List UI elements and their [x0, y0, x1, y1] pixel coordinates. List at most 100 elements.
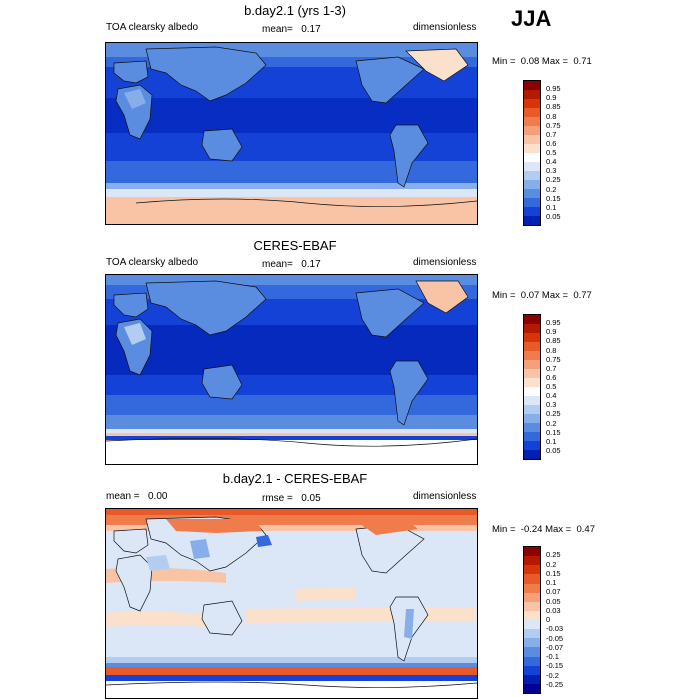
colorbar-swatch	[524, 180, 540, 189]
mean-value: 0.17	[301, 259, 321, 270]
colorbar-tick-label: 0.85	[546, 102, 561, 112]
colorbar-swatch	[524, 342, 540, 351]
colorbar-tick-label: 0.8	[546, 345, 557, 355]
colorbar-swatch	[524, 610, 540, 620]
colorbar-tick-label: 0.6	[546, 372, 557, 382]
colorbar-tick-label: -0.15	[546, 661, 564, 671]
colorbar-swatch	[524, 162, 540, 171]
panel-title: b.day2.1 (yrs 1-3)	[244, 3, 346, 18]
colorbar-swatch	[524, 117, 540, 126]
colorbar-swatch	[524, 629, 540, 639]
mean-value: 0.00	[147, 491, 168, 502]
colorbar-swatch	[524, 396, 540, 405]
colorbar-tick-label: 0.07	[546, 587, 561, 597]
colorbar-swatch	[524, 638, 540, 648]
colorbar-tick-label: 0.2	[546, 184, 557, 194]
colorbar-swatch	[524, 144, 540, 153]
rmse-value: 0.05	[301, 493, 321, 504]
colorbar-swatch	[524, 583, 540, 593]
units-label: dimensionless	[413, 257, 477, 268]
colorbar-tick-label: 0.03	[546, 605, 561, 615]
colorbar-tick-label: 0.1	[546, 578, 557, 587]
colorbar-tick-label: 0.95	[546, 84, 561, 94]
variable-label: TOA clearsky albedo	[106, 257, 199, 268]
colorbar-tick-label: -0.25	[546, 679, 564, 689]
colorbar-tick-label: 0.1	[546, 436, 557, 446]
colorbar-swatch	[524, 360, 540, 369]
colorbar-swatch	[524, 683, 540, 693]
colorbar-swatch	[524, 387, 540, 396]
colorbar-tick-label: -0.03	[546, 624, 564, 634]
colorbar-tick-label: 0.75	[546, 120, 561, 130]
colorbar-swatch	[524, 592, 540, 602]
colorbar-swatch	[524, 656, 540, 666]
min-value: -0.24	[520, 524, 543, 535]
colorbar-tick-label: 0.2	[546, 559, 557, 569]
colorbar-swatch	[524, 189, 540, 198]
season-label: JJA	[511, 6, 552, 31]
mean-label: mean = 0.00	[106, 491, 168, 502]
colorbar-swatch	[524, 315, 540, 324]
colorbar-tick-label: 0.05	[546, 596, 561, 606]
colorbar-tick-label: -0.1	[546, 652, 559, 661]
colorbar-tick-label: 0.5	[546, 148, 557, 157]
colorbar-swatch	[524, 171, 540, 180]
albedo-map	[105, 274, 478, 465]
min-value: 0.08	[520, 56, 540, 67]
colorbar-swatch	[524, 216, 540, 225]
colorbar-swatch	[524, 81, 540, 90]
max-value: 0.47	[576, 524, 596, 535]
colorbar-swatch	[524, 333, 540, 342]
colorbar-swatch	[524, 565, 540, 575]
colorbar-swatch	[524, 601, 540, 611]
colorbar-swatch	[524, 324, 540, 333]
colorbar-tick-label: 0.4	[546, 391, 557, 401]
min-max-label: Min = 0.07 Max = 0.77	[492, 290, 592, 301]
colorbar-swatch	[524, 450, 540, 459]
colorbar-tick-label: 0.15	[546, 427, 561, 437]
min-max-label: Min = 0.08 Max = 0.71	[492, 56, 592, 67]
colorbar-swatch	[524, 135, 540, 144]
colorbar-tick-label: -0.07	[546, 642, 564, 652]
colorbar-tick-label: 0.3	[546, 166, 557, 176]
colorbar-tick-label: 0.75	[546, 354, 561, 364]
colorbar-tick-label: 0.05	[546, 445, 561, 455]
max-value: 0.71	[573, 56, 592, 67]
colorbar-tick-label: 0.9	[546, 327, 557, 337]
colorbar-swatch	[524, 665, 540, 675]
colorbar-tick-label: 0.95	[546, 318, 561, 328]
colorbar-tick-label: 0.9	[546, 93, 557, 103]
colorbar	[523, 546, 541, 694]
rmse-label: rmse = 0.05	[262, 493, 321, 504]
colorbar-swatch	[524, 556, 540, 566]
colorbar-tick-label: 0.5	[546, 382, 557, 391]
colorbar-swatch	[524, 405, 540, 414]
panel-title: b.day2.1 - CERES-EBAF	[222, 471, 368, 486]
difference-map	[105, 508, 478, 699]
max-value: 0.77	[573, 290, 592, 301]
colorbar-swatch	[524, 441, 540, 450]
colorbar-swatch	[524, 351, 540, 360]
colorbar	[523, 314, 541, 460]
colorbar-swatch	[524, 378, 540, 387]
colorbar-swatch	[524, 126, 540, 135]
colorbar-swatch	[524, 574, 540, 584]
colorbar-swatch	[524, 674, 540, 684]
albedo-map	[105, 42, 478, 225]
colorbar-tick-label: 0.8	[546, 111, 557, 121]
colorbar-tick-label: 0.05	[546, 211, 561, 221]
colorbar-tick-label: 0.4	[546, 157, 557, 167]
colorbar-tick-label: 0.2	[546, 418, 557, 428]
colorbar-swatch	[524, 153, 540, 162]
colorbar-swatch	[524, 423, 540, 432]
colorbar-swatch	[524, 108, 540, 117]
colorbar-swatch	[524, 90, 540, 99]
colorbar-swatch	[524, 414, 540, 423]
colorbar-tick-label: -0.2	[546, 670, 559, 680]
colorbar-tick-label: 0.1	[546, 202, 557, 212]
colorbar-swatch	[524, 647, 540, 657]
colorbar-tick-label: -0.05	[546, 633, 564, 643]
mean-value: 0.17	[301, 24, 321, 35]
colorbar-swatch	[524, 547, 540, 557]
colorbar-tick-label: 0.25	[546, 175, 561, 185]
